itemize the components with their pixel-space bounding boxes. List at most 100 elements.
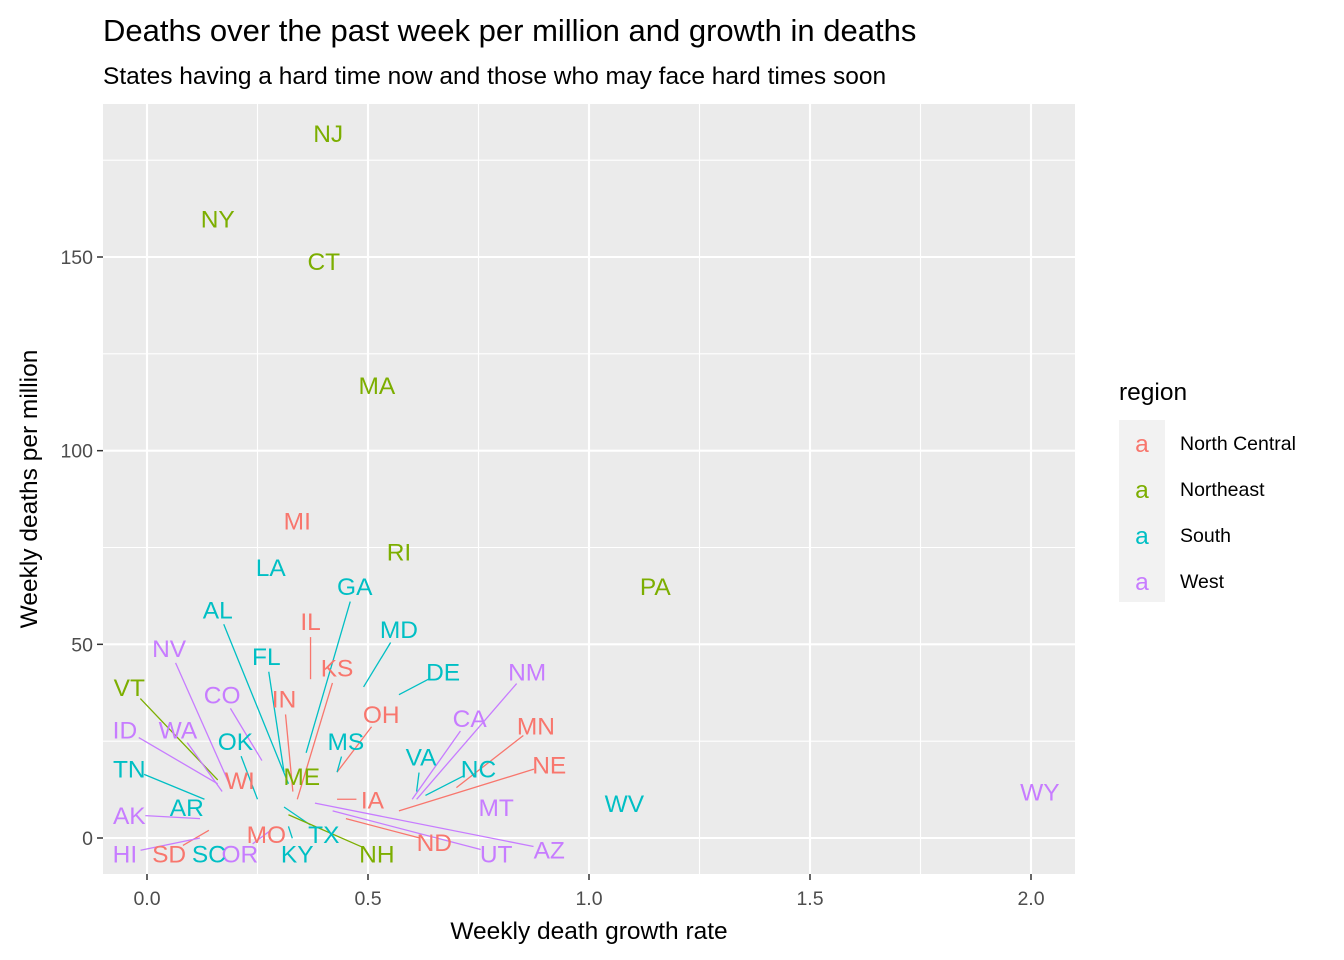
label-segment xyxy=(336,726,373,773)
point-label: NC xyxy=(461,756,496,783)
label-segment xyxy=(138,737,219,785)
point-label: UT xyxy=(480,841,513,868)
point-label: MN xyxy=(517,714,555,741)
point-label: LA xyxy=(256,555,287,582)
legend-key: a xyxy=(1135,523,1149,550)
label-segment xyxy=(143,773,205,800)
point-label: NM xyxy=(508,659,546,686)
point-label: NE xyxy=(532,752,566,779)
label-segment xyxy=(229,708,263,761)
label-segment xyxy=(287,826,293,839)
point-labels: NJ NY CT MA MI RI LA PA GA AL IL MD FL NV KS DE NM VT CO IN… xyxy=(113,121,1060,868)
label-segment xyxy=(288,814,363,848)
label-segment xyxy=(415,772,420,792)
point-label: CO xyxy=(204,683,241,710)
point-label: WA xyxy=(159,718,198,745)
x-tick-label: 0.5 xyxy=(354,888,381,910)
point-label: ME xyxy=(283,764,320,791)
major-gridlines xyxy=(103,104,1075,874)
point-label: KS xyxy=(321,656,354,683)
label-segment xyxy=(411,730,461,800)
label-segment xyxy=(186,742,223,792)
point-label: TX xyxy=(308,822,339,849)
label-segment xyxy=(345,818,419,839)
point-label: NJ xyxy=(313,121,343,148)
point-label: NY xyxy=(201,206,235,233)
x-axis-title: Weekly death growth rate xyxy=(450,918,727,945)
legend-key: a xyxy=(1135,431,1149,458)
label-segment xyxy=(336,756,343,773)
chart-subtitle: States having a hard time now and those … xyxy=(103,63,886,90)
point-label: AK xyxy=(113,803,146,830)
x-tick-label: 1.5 xyxy=(796,888,823,910)
y-tick-label: 100 xyxy=(60,441,93,463)
point-label: WY xyxy=(1020,780,1059,807)
x-axis-ticks: 0.0 0.5 1.0 1.5 2.0 xyxy=(133,874,1045,910)
y-axis-ticks: 0 50 100 150 xyxy=(60,247,103,850)
label-segment xyxy=(284,714,294,792)
label-segment xyxy=(398,768,535,812)
label-segment xyxy=(240,755,259,800)
y-axis-title: Weekly deaths per million xyxy=(16,350,43,629)
point-label: AZ xyxy=(534,838,565,865)
label-segment xyxy=(363,642,392,688)
label-segment xyxy=(182,829,210,846)
point-label: AR xyxy=(170,795,204,822)
y-tick-label: 0 xyxy=(82,828,93,850)
point-label: ID xyxy=(113,718,138,745)
label-segment xyxy=(398,678,430,696)
point-label: OH xyxy=(363,702,400,729)
x-tick-label: 2.0 xyxy=(1017,888,1044,910)
point-label: GA xyxy=(337,574,373,601)
label-segment xyxy=(296,682,334,800)
point-label: IN xyxy=(272,687,297,714)
label-segment xyxy=(456,734,524,789)
point-label: NH xyxy=(359,841,394,868)
point-label: VA xyxy=(406,745,438,772)
label-segment xyxy=(425,774,465,796)
legend: region a North Central a Northeast a South a We… xyxy=(1119,379,1296,602)
point-label: SD xyxy=(152,841,186,868)
label-segment xyxy=(223,624,290,785)
legend-key: a xyxy=(1135,477,1149,504)
point-label: VT xyxy=(114,675,145,702)
chart-title: Deaths over the past week per million an… xyxy=(103,13,916,48)
legend-key-background xyxy=(1119,420,1165,602)
label-segment xyxy=(268,671,285,773)
label-segment xyxy=(140,837,201,851)
label-segment xyxy=(314,802,534,848)
point-label: MD xyxy=(380,617,418,644)
label-segment xyxy=(416,683,518,800)
label-segment xyxy=(332,810,481,851)
point-label: MA xyxy=(358,373,395,400)
point-label: HI xyxy=(113,841,138,868)
legend-label: North Central xyxy=(1180,433,1296,455)
point-label: WI xyxy=(225,768,255,795)
point-label: IA xyxy=(361,787,385,814)
point-label: OK xyxy=(218,729,254,756)
point-label: PA xyxy=(640,574,672,601)
point-label: RI xyxy=(387,539,412,566)
point-label: FL xyxy=(252,644,281,671)
label-segments xyxy=(138,601,535,851)
point-label: MO xyxy=(247,822,286,849)
legend-label: Northeast xyxy=(1180,479,1265,501)
point-label: OR xyxy=(221,841,258,868)
label-segment xyxy=(145,814,201,820)
point-label: CA xyxy=(453,706,488,733)
point-label: SC xyxy=(192,841,226,868)
point-label: MT xyxy=(478,795,513,822)
x-tick-label: 1.0 xyxy=(575,888,602,910)
legend-title: region xyxy=(1119,379,1187,406)
point-label: IL xyxy=(300,609,320,636)
label-segment xyxy=(174,662,232,788)
point-label: KY xyxy=(281,841,314,868)
x-tick-label: 0.0 xyxy=(133,888,160,910)
legend-key: a xyxy=(1135,569,1149,596)
legend-label: West xyxy=(1180,571,1225,593)
point-label: TN xyxy=(113,756,146,783)
point-label: MS xyxy=(328,729,365,756)
y-tick-label: 50 xyxy=(71,634,93,656)
label-segment xyxy=(252,829,272,845)
